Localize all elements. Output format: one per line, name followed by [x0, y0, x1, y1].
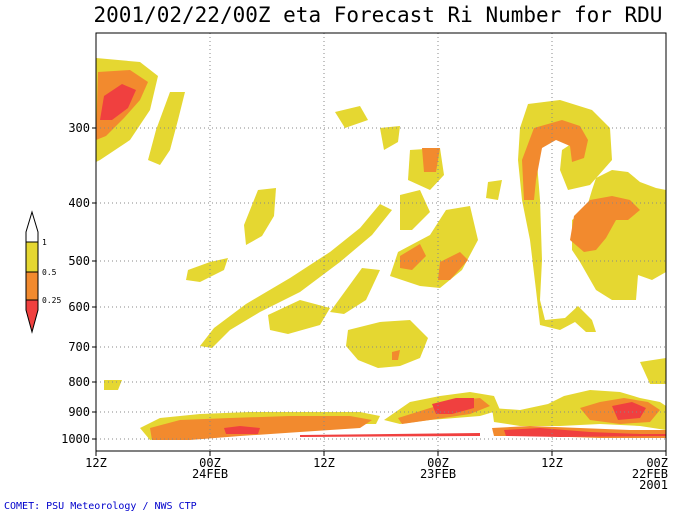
- x-tick-label: 00Z: [199, 456, 221, 470]
- legend-swatch-mid: [25, 241, 39, 273]
- x-tick-label: 22FEB: [632, 467, 668, 481]
- y-tick-label: 900: [68, 405, 90, 419]
- contour-fills: [96, 58, 666, 440]
- x-tick-label: 24FEB: [192, 467, 228, 481]
- plot-frame: [95, 32, 667, 452]
- y-tick-label: 300: [68, 121, 90, 135]
- credit-line: COMET: PSU Meteorology / NWS CTP: [4, 501, 197, 512]
- legend-swatch-above-1: [25, 210, 39, 243]
- y-tick-label: 500: [68, 254, 90, 268]
- y-axis-ticks: 300 400 500 600 700 800 900 1000: [61, 121, 96, 446]
- y-tick-label: 400: [68, 196, 90, 210]
- x-tick-label: 23FEB: [420, 467, 456, 481]
- y-tick-label: 800: [68, 375, 90, 389]
- y-tick-label: 700: [68, 340, 90, 354]
- x-tick-label: 12Z: [313, 456, 335, 470]
- ri-band-lowest: [100, 84, 666, 437]
- gridlines: [96, 33, 666, 451]
- legend-swatch-low: [25, 271, 39, 301]
- x-tick-label: 12Z: [541, 456, 563, 470]
- x-tick-label: 00Z: [646, 456, 668, 470]
- legend-label-0-25: 0.25: [42, 296, 61, 305]
- x-tick-label: 00Z: [427, 456, 449, 470]
- y-tick-label: 600: [68, 300, 90, 314]
- y-tick-label: 1000: [61, 432, 90, 446]
- x-tick-label: 12Z: [85, 456, 107, 470]
- color-legend: 1 0.5 0.25: [25, 210, 61, 334]
- x-tick-label: 2001: [639, 478, 668, 492]
- legend-label-1: 1: [42, 238, 47, 247]
- legend-label-0-5: 0.5: [42, 268, 57, 277]
- chart-title: 2001/02/22/00Z eta Forecast Ri Number fo…: [94, 3, 663, 27]
- legend-swatch-lowest: [25, 299, 39, 334]
